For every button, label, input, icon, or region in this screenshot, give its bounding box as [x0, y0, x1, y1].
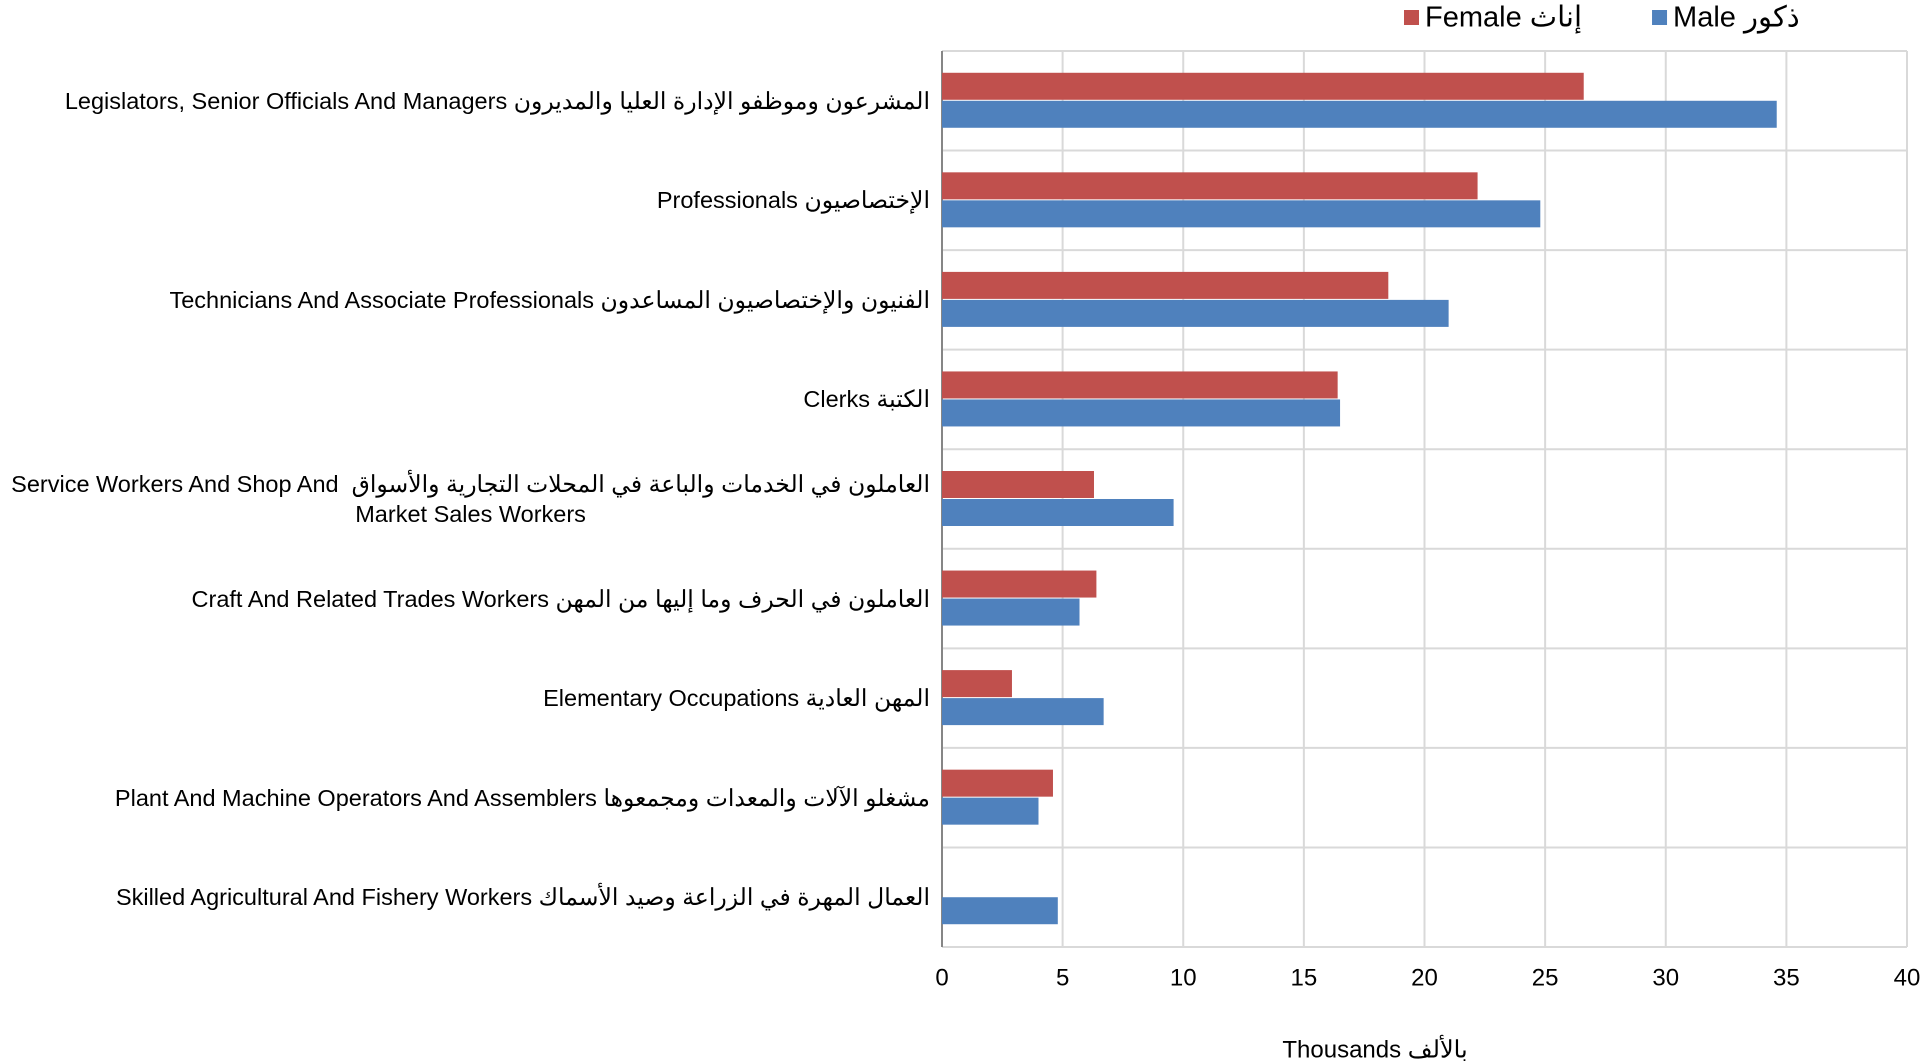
legend-label: Female إناث — [1425, 2, 1582, 35]
bar — [942, 100, 1777, 128]
y-tick-label: Plant And Machine Operators And Assemble… — [114, 784, 930, 811]
x-tick-label: 5 — [1056, 964, 1069, 991]
x-tick-label: 30 — [1652, 964, 1679, 991]
y-tick-label: Craft And Related Trades Workers العاملو… — [191, 585, 930, 612]
x-tick-label: 20 — [1411, 964, 1438, 991]
y-tick-label: Elementary Occupations المهن العادية — [543, 685, 930, 712]
x-axis-label: Thousands بالألف — [1282, 1033, 1467, 1061]
bar — [942, 598, 1080, 626]
bar — [942, 371, 1338, 399]
x-tick-label: 10 — [1170, 964, 1197, 991]
bar — [942, 172, 1478, 200]
x-tick-label: 15 — [1291, 964, 1318, 991]
y-tick-label: Clerks الكتبة — [803, 386, 930, 413]
y-tick-label: Professionals الإختصاصيون — [656, 187, 930, 214]
bar — [942, 299, 1449, 327]
y-tick-label: Skilled Agricultural And Fishery Workers… — [115, 884, 930, 911]
bar — [942, 897, 1058, 925]
bar — [942, 797, 1039, 825]
bar — [942, 200, 1541, 228]
bar — [942, 670, 1012, 698]
y-tick-label: Legislators, Senior Officials And Manage… — [64, 87, 930, 114]
y-tick-label: Technicians And Associate Professionals … — [169, 286, 930, 313]
x-tick-label: 25 — [1532, 964, 1559, 991]
bar — [942, 499, 1174, 526]
bar — [942, 399, 1341, 427]
bar — [942, 769, 1053, 797]
bar — [942, 698, 1104, 726]
legend-label: Male ذكور — [1673, 2, 1800, 35]
x-tick-label: 0 — [935, 964, 948, 991]
bar — [942, 271, 1389, 299]
y-tick-label: Service Workers And Shop And العاملون في… — [11, 471, 930, 527]
bar — [942, 471, 1094, 498]
x-tick-label: 40 — [1894, 964, 1921, 991]
legend-swatch — [1404, 10, 1419, 25]
x-tick-label: 35 — [1773, 964, 1800, 991]
bar — [942, 570, 1097, 598]
legend-swatch — [1652, 10, 1668, 25]
bar — [942, 72, 1584, 100]
